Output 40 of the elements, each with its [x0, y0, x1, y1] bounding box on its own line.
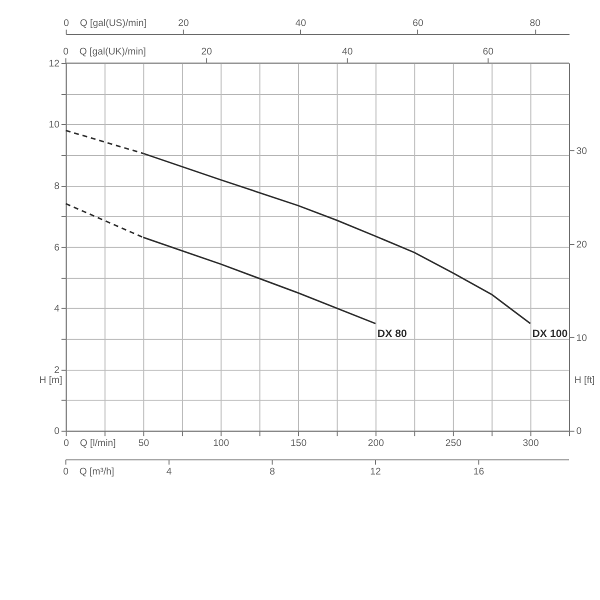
x2-tick-label: 40	[295, 18, 306, 29]
text: 40	[342, 46, 353, 58]
y-tick-label: 8	[54, 181, 60, 192]
y-tick-label: 4	[54, 304, 60, 315]
x-tick-label: 0	[64, 438, 69, 449]
x-tick-label: 250	[445, 438, 462, 449]
x-tick-label: 50	[138, 438, 150, 449]
x2-tick-label: 60	[412, 18, 424, 29]
y2-axis-title: H [ft]	[574, 374, 595, 386]
x-tick-label: 150	[290, 438, 307, 449]
text: 4	[166, 466, 172, 478]
text: 60	[482, 46, 494, 58]
x2-tick-label: 0	[64, 18, 69, 29]
y-tick-label: 0	[54, 426, 60, 438]
y2-tick-label: 20	[576, 239, 588, 250]
text: Q [gal(UK)/min]	[79, 46, 146, 58]
y2-tick-label: 0	[576, 426, 582, 438]
x2-axis-title: Q [gal(US)/min]	[80, 18, 146, 29]
x-tick-label: 100	[213, 438, 230, 449]
y-tick-label: 6	[54, 242, 60, 254]
text: 20	[201, 46, 212, 58]
y2-tick-label: 10	[576, 332, 588, 344]
x-axis-title: Q [l/min]	[80, 438, 116, 449]
text: 16	[473, 466, 484, 478]
x2-tick-label: 80	[530, 18, 541, 29]
text: 12	[370, 466, 381, 478]
text: 0	[63, 466, 68, 478]
y2-tick-label: 30	[576, 146, 588, 157]
text: Q [m³/h]	[79, 466, 114, 478]
series-label: DX 80	[377, 328, 408, 340]
y-tick-label: 12	[48, 58, 60, 70]
y-tick-label: 2	[54, 364, 60, 376]
text: 8	[270, 466, 275, 478]
series-label: DX 100	[532, 328, 568, 340]
x-tick-label: 300	[522, 438, 539, 449]
y-axis-title: H [m]	[39, 374, 62, 386]
x2-tick-label: 20	[178, 18, 189, 29]
y-tick-label: 10	[48, 120, 60, 131]
text: 0	[63, 46, 68, 58]
x-tick-label: 200	[368, 438, 384, 449]
